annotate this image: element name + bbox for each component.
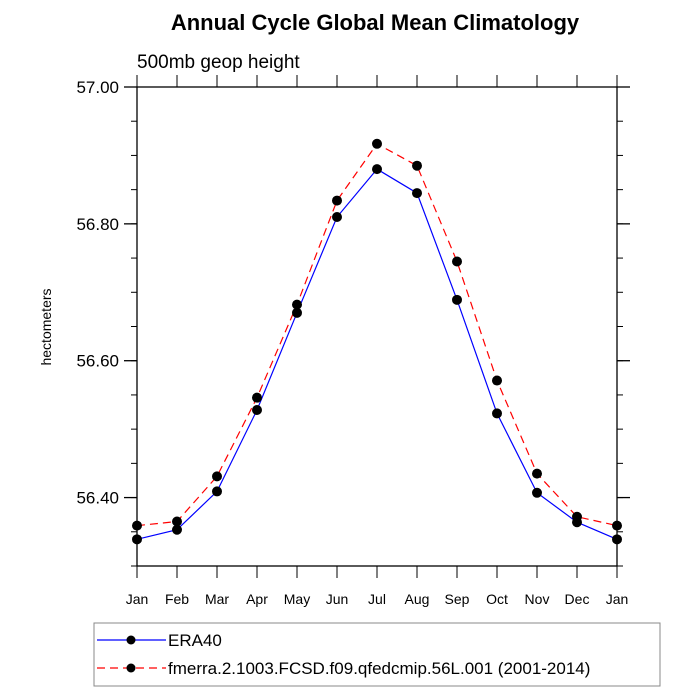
data-point-series-1	[612, 520, 622, 531]
x-tick-label: Jan	[126, 591, 149, 607]
data-point-series-1	[172, 516, 182, 527]
data-point-series-1	[132, 520, 142, 531]
data-point-series-0	[532, 487, 542, 498]
data-point-series-0	[332, 212, 342, 223]
x-tick-label: Dec	[565, 591, 590, 607]
legend-label-1: fmerra.2.1003.FCSD.f09.qfedcmip.56L.001 …	[168, 659, 590, 678]
y-tick-label: 56.80	[76, 215, 119, 234]
plot-frame	[136, 86, 618, 567]
data-point-series-0	[372, 164, 382, 175]
series-line-0	[136, 168, 618, 540]
x-tick-label: Nov	[525, 591, 550, 607]
x-tick-label: May	[284, 591, 310, 607]
data-point-series-1	[252, 392, 262, 403]
x-tick-label: Apr	[246, 591, 268, 607]
legend: ERA40 fmerra.2.1003.FCSD.f09.qfedcmip.56L…	[93, 622, 661, 687]
data-point-series-0	[492, 408, 502, 419]
series-layer	[132, 138, 622, 545]
y-axis-label: hectometers	[38, 288, 54, 365]
x-tick-label: Jun	[326, 591, 349, 607]
x-tick-label: Sep	[445, 591, 470, 607]
data-point-series-1	[292, 299, 302, 310]
legend-marker-1	[126, 663, 136, 673]
data-point-series-1	[452, 256, 462, 267]
chart-subtitle: 500mb geop height	[137, 52, 300, 73]
series-line-1	[136, 143, 618, 527]
data-point-series-1	[332, 195, 342, 206]
y-tick-label: 56.60	[76, 352, 119, 371]
x-tick-label: Jul	[368, 591, 386, 607]
x-tick-label: Jan	[606, 591, 629, 607]
data-point-series-0	[172, 524, 182, 535]
y-tick-label: 57.00	[76, 78, 119, 97]
data-point-series-0	[292, 307, 302, 318]
data-point-series-1	[532, 468, 542, 479]
data-point-series-1	[212, 471, 222, 482]
data-point-series-1	[572, 511, 582, 522]
data-point-series-0	[132, 534, 142, 545]
legend-box	[93, 622, 661, 687]
legend-label-0: ERA40	[168, 631, 222, 650]
data-point-series-1	[412, 160, 422, 171]
x-tick-label: Aug	[405, 591, 430, 607]
axes: Jan Feb Mar Apr May Jun Jul Aug Sep Oct Nov Dec Jan 5…	[76, 75, 630, 607]
x-tick-label: Oct	[486, 591, 508, 607]
data-point-series-0	[612, 534, 622, 545]
data-point-series-0	[452, 294, 462, 305]
chart-title: Annual Cycle Global Mean Climatology	[171, 10, 580, 35]
x-tick-label: Feb	[165, 591, 189, 607]
x-tick-label: Mar	[205, 591, 229, 607]
data-point-series-1	[372, 138, 382, 149]
data-point-series-0	[212, 486, 222, 497]
y-tick-label: 56.40	[76, 489, 119, 508]
data-point-series-0	[252, 404, 262, 415]
data-point-series-1	[492, 375, 502, 386]
legend-marker-0	[126, 635, 136, 645]
data-point-series-0	[412, 188, 422, 199]
